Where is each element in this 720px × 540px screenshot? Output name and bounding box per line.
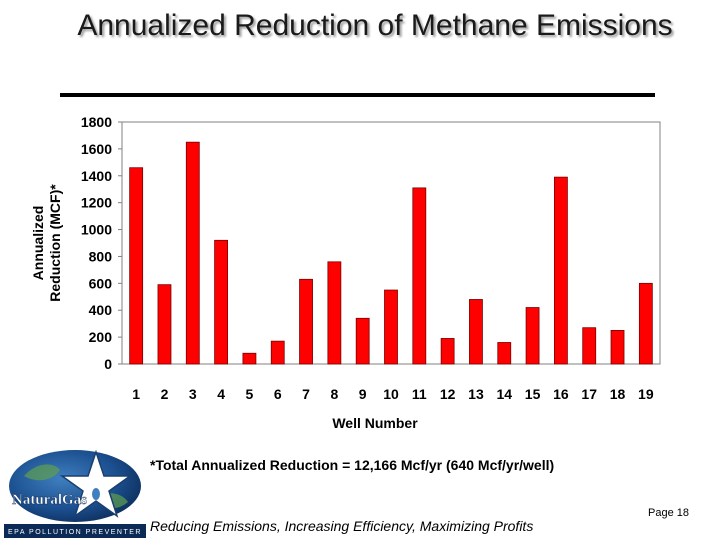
y-axis-label-line: Annualized <box>30 206 46 281</box>
x-tick-label: 14 <box>496 386 512 402</box>
x-tick-label: 9 <box>359 386 367 402</box>
bar-well-16 <box>553 176 568 365</box>
bar-well-11 <box>412 187 427 365</box>
x-tick-label: 8 <box>330 386 338 402</box>
x-tick-label: 4 <box>217 386 225 402</box>
bar-well-7 <box>299 278 313 365</box>
title-divider <box>60 93 655 97</box>
y-tick-label: 1600 <box>81 141 112 157</box>
bar-well-2 <box>157 284 172 365</box>
star-logo-icon <box>59 450 133 518</box>
y-tick-label: 800 <box>89 248 113 264</box>
x-tick-label: 11 <box>412 386 427 402</box>
natural-gas-star-logo: NaturalGas EPA POLLUTION PREVENTER <box>4 450 146 538</box>
x-tick-label: 19 <box>638 386 654 402</box>
bar-well-15 <box>525 307 540 365</box>
bar-well-3 <box>185 141 200 365</box>
bar-well-17 <box>582 327 597 365</box>
bar-well-10 <box>384 289 398 365</box>
bar-well-5 <box>242 352 257 365</box>
x-tick-label: 5 <box>246 386 254 402</box>
x-tick-label: 12 <box>440 386 456 402</box>
y-tick-label: 400 <box>89 302 113 318</box>
bar-well-14 <box>497 342 512 365</box>
x-tick-label: 16 <box>553 386 569 402</box>
x-tick-label: 6 <box>274 386 282 402</box>
y-tick-label: 600 <box>89 275 113 291</box>
bar-well-9 <box>355 317 370 365</box>
x-tick-label: 7 <box>302 386 310 402</box>
bar-well-6 <box>270 340 285 365</box>
bar-well-13 <box>469 299 483 365</box>
x-tick-label: 13 <box>468 386 484 402</box>
total-reduction-footnote: *Total Annualized Reduction = 12,166 Mcf… <box>150 457 555 473</box>
y-axis-label-line: Reduction (MCF)* <box>47 184 63 302</box>
y-tick-label: 1000 <box>81 222 112 238</box>
x-tick-label: 1 <box>132 386 140 402</box>
y-axis-label: Annualized Reduction (MCF)* <box>30 184 63 302</box>
x-axis-label: Well Number <box>332 415 418 431</box>
x-tick-label: 3 <box>189 386 197 402</box>
x-tick-label: 15 <box>525 386 541 402</box>
page-number: Page 18 <box>648 507 689 519</box>
bar-well-18 <box>610 329 625 365</box>
tagline: Reducing Emissions, Increasing Efficienc… <box>150 518 534 534</box>
y-tick-label: 1800 <box>81 114 112 130</box>
bar-well-19 <box>638 282 653 365</box>
x-tick-label: 18 <box>610 386 626 402</box>
x-tick-label: 17 <box>581 386 597 402</box>
y-tick-label: 1200 <box>81 195 112 211</box>
bar-well-12 <box>440 338 455 365</box>
x-tick-label: 10 <box>383 386 399 402</box>
slide-title: Annualized Reduction of Methane Emission… <box>77 9 673 42</box>
y-tick-label: 200 <box>89 329 113 345</box>
bar-well-8 <box>327 261 342 365</box>
y-tick-label: 0 <box>104 356 112 372</box>
bar-well-4 <box>214 239 229 365</box>
y-tick-label: 1400 <box>81 168 112 184</box>
bar-well-1 <box>129 167 144 365</box>
logo-subtitle: EPA POLLUTION PREVENTER <box>8 529 142 536</box>
logo-name: NaturalGas <box>12 492 87 508</box>
x-tick-label: 2 <box>161 386 169 402</box>
